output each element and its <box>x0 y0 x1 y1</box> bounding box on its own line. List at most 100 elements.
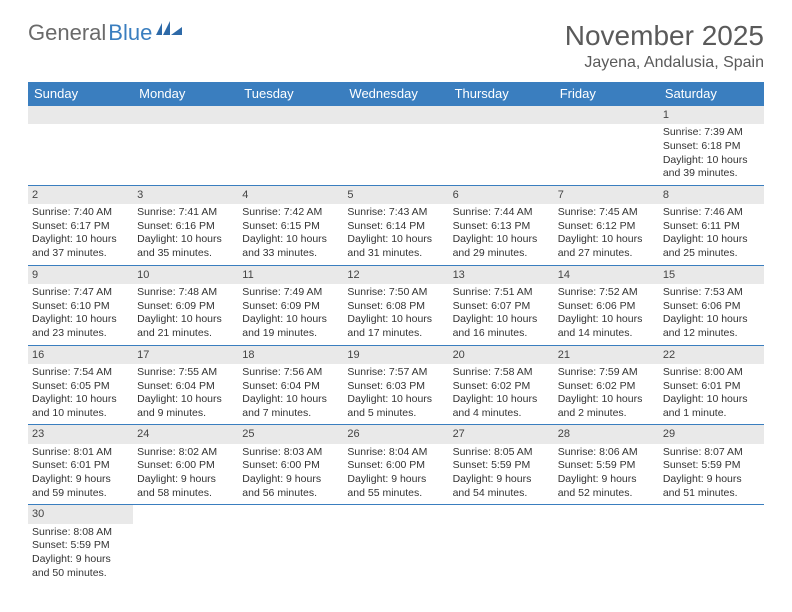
day-cell <box>449 106 554 186</box>
day-number: 7 <box>554 186 659 204</box>
sunset-text: Sunset: 6:02 PM <box>453 380 550 394</box>
sunrise-text: Sunrise: 7:58 AM <box>453 366 550 380</box>
daylight-text: Daylight: 10 hours and 19 minutes. <box>242 313 339 340</box>
weekday-header: Thursday <box>449 82 554 106</box>
day-body: Sunrise: 7:51 AMSunset: 6:07 PMDaylight:… <box>449 284 554 345</box>
flag-icon <box>156 21 182 39</box>
sunset-text: Sunset: 6:07 PM <box>453 300 550 314</box>
daylight-text: Daylight: 10 hours and 27 minutes. <box>558 233 655 260</box>
sunrise-text: Sunrise: 8:02 AM <box>137 446 234 460</box>
day-cell <box>554 106 659 186</box>
day-number: 4 <box>238 186 343 204</box>
daylight-text: Daylight: 10 hours and 21 minutes. <box>137 313 234 340</box>
day-number: 23 <box>28 425 133 443</box>
header: GeneralBlue November 2025 Jayena, Andalu… <box>28 20 764 72</box>
day-cell: 4Sunrise: 7:42 AMSunset: 6:15 PMDaylight… <box>238 185 343 265</box>
sunset-text: Sunset: 6:09 PM <box>137 300 234 314</box>
daylight-text: Daylight: 10 hours and 17 minutes. <box>347 313 444 340</box>
day-cell <box>238 505 343 584</box>
sunset-text: Sunset: 6:10 PM <box>32 300 129 314</box>
day-number: 3 <box>133 186 238 204</box>
sunrise-text: Sunrise: 7:39 AM <box>663 126 760 140</box>
sunrise-text: Sunrise: 7:46 AM <box>663 206 760 220</box>
day-cell: 21Sunrise: 7:59 AMSunset: 6:02 PMDayligh… <box>554 345 659 425</box>
sunset-text: Sunset: 6:01 PM <box>663 380 760 394</box>
day-body: Sunrise: 7:40 AMSunset: 6:17 PMDaylight:… <box>28 204 133 265</box>
day-cell: 5Sunrise: 7:43 AMSunset: 6:14 PMDaylight… <box>343 185 448 265</box>
day-number: 11 <box>238 266 343 284</box>
day-cell: 22Sunrise: 8:00 AMSunset: 6:01 PMDayligh… <box>659 345 764 425</box>
day-number: 1 <box>659 106 764 124</box>
day-cell: 9Sunrise: 7:47 AMSunset: 6:10 PMDaylight… <box>28 265 133 345</box>
day-number: 16 <box>28 346 133 364</box>
day-number: 29 <box>659 425 764 443</box>
sunset-text: Sunset: 6:04 PM <box>137 380 234 394</box>
sunrise-text: Sunrise: 8:03 AM <box>242 446 339 460</box>
day-cell: 10Sunrise: 7:48 AMSunset: 6:09 PMDayligh… <box>133 265 238 345</box>
daylight-text: Daylight: 10 hours and 37 minutes. <box>32 233 129 260</box>
daynum-bar-empty <box>238 106 343 124</box>
day-body: Sunrise: 7:43 AMSunset: 6:14 PMDaylight:… <box>343 204 448 265</box>
daylight-text: Daylight: 10 hours and 5 minutes. <box>347 393 444 420</box>
day-number: 14 <box>554 266 659 284</box>
day-body: Sunrise: 7:55 AMSunset: 6:04 PMDaylight:… <box>133 364 238 425</box>
daylight-text: Daylight: 10 hours and 39 minutes. <box>663 154 760 181</box>
day-number: 17 <box>133 346 238 364</box>
sunrise-text: Sunrise: 7:44 AM <box>453 206 550 220</box>
day-cell: 19Sunrise: 7:57 AMSunset: 6:03 PMDayligh… <box>343 345 448 425</box>
sunset-text: Sunset: 6:17 PM <box>32 220 129 234</box>
sunset-text: Sunset: 6:02 PM <box>558 380 655 394</box>
day-cell: 2Sunrise: 7:40 AMSunset: 6:17 PMDaylight… <box>28 185 133 265</box>
day-cell: 16Sunrise: 7:54 AMSunset: 6:05 PMDayligh… <box>28 345 133 425</box>
logo-text-blue: Blue <box>108 20 152 46</box>
sunset-text: Sunset: 5:59 PM <box>32 539 129 553</box>
daylight-text: Daylight: 9 hours and 50 minutes. <box>32 553 129 580</box>
sunrise-text: Sunrise: 7:49 AM <box>242 286 339 300</box>
sunset-text: Sunset: 6:03 PM <box>347 380 444 394</box>
sunset-text: Sunset: 6:06 PM <box>663 300 760 314</box>
sunset-text: Sunset: 6:13 PM <box>453 220 550 234</box>
weekday-header: Monday <box>133 82 238 106</box>
sunset-text: Sunset: 6:00 PM <box>347 459 444 473</box>
daylight-text: Daylight: 10 hours and 2 minutes. <box>558 393 655 420</box>
sunset-text: Sunset: 6:09 PM <box>242 300 339 314</box>
day-body: Sunrise: 7:48 AMSunset: 6:09 PMDaylight:… <box>133 284 238 345</box>
day-cell: 17Sunrise: 7:55 AMSunset: 6:04 PMDayligh… <box>133 345 238 425</box>
day-number: 6 <box>449 186 554 204</box>
sunrise-text: Sunrise: 7:50 AM <box>347 286 444 300</box>
day-cell <box>28 106 133 186</box>
day-body: Sunrise: 8:03 AMSunset: 6:00 PMDaylight:… <box>238 444 343 505</box>
day-body: Sunrise: 7:42 AMSunset: 6:15 PMDaylight:… <box>238 204 343 265</box>
day-body: Sunrise: 7:47 AMSunset: 6:10 PMDaylight:… <box>28 284 133 345</box>
sunrise-text: Sunrise: 7:42 AM <box>242 206 339 220</box>
day-cell <box>343 505 448 584</box>
day-cell: 25Sunrise: 8:03 AMSunset: 6:00 PMDayligh… <box>238 425 343 505</box>
sunset-text: Sunset: 6:16 PM <box>137 220 234 234</box>
day-number: 19 <box>343 346 448 364</box>
weekday-header: Saturday <box>659 82 764 106</box>
day-body: Sunrise: 7:45 AMSunset: 6:12 PMDaylight:… <box>554 204 659 265</box>
day-cell: 7Sunrise: 7:45 AMSunset: 6:12 PMDaylight… <box>554 185 659 265</box>
daylight-text: Daylight: 9 hours and 54 minutes. <box>453 473 550 500</box>
day-body: Sunrise: 7:46 AMSunset: 6:11 PMDaylight:… <box>659 204 764 265</box>
day-body: Sunrise: 8:04 AMSunset: 6:00 PMDaylight:… <box>343 444 448 505</box>
day-cell <box>554 505 659 584</box>
logo: GeneralBlue <box>28 20 182 46</box>
weekday-header: Wednesday <box>343 82 448 106</box>
sunrise-text: Sunrise: 7:59 AM <box>558 366 655 380</box>
daylight-text: Daylight: 10 hours and 12 minutes. <box>663 313 760 340</box>
day-number: 10 <box>133 266 238 284</box>
day-body: Sunrise: 7:54 AMSunset: 6:05 PMDaylight:… <box>28 364 133 425</box>
day-cell: 18Sunrise: 7:56 AMSunset: 6:04 PMDayligh… <box>238 345 343 425</box>
daylight-text: Daylight: 9 hours and 51 minutes. <box>663 473 760 500</box>
sunrise-text: Sunrise: 7:51 AM <box>453 286 550 300</box>
day-cell: 12Sunrise: 7:50 AMSunset: 6:08 PMDayligh… <box>343 265 448 345</box>
daylight-text: Daylight: 10 hours and 16 minutes. <box>453 313 550 340</box>
day-cell: 30Sunrise: 8:08 AMSunset: 5:59 PMDayligh… <box>28 505 133 584</box>
sunset-text: Sunset: 6:14 PM <box>347 220 444 234</box>
location: Jayena, Andalusia, Spain <box>565 54 764 72</box>
day-cell: 20Sunrise: 7:58 AMSunset: 6:02 PMDayligh… <box>449 345 554 425</box>
day-number: 25 <box>238 425 343 443</box>
day-body: Sunrise: 7:57 AMSunset: 6:03 PMDaylight:… <box>343 364 448 425</box>
day-cell: 26Sunrise: 8:04 AMSunset: 6:00 PMDayligh… <box>343 425 448 505</box>
